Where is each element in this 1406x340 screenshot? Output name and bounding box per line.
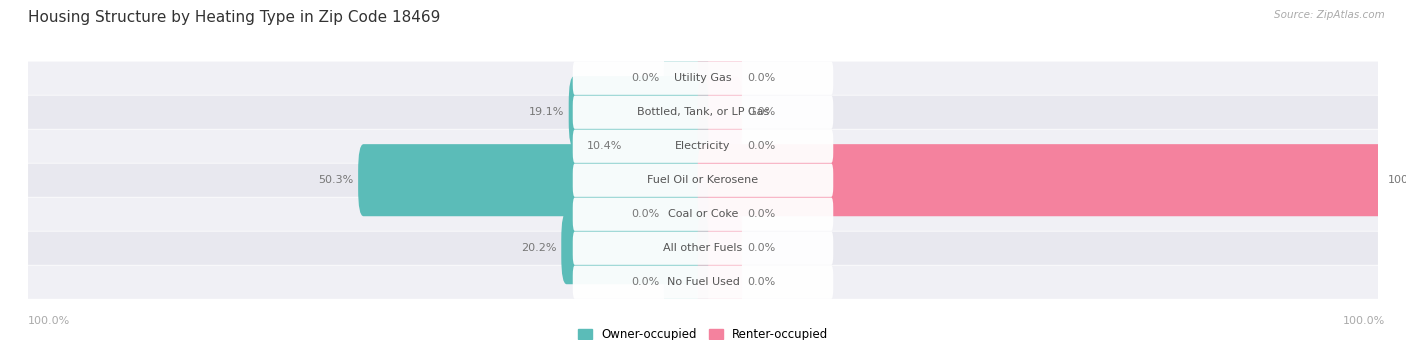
FancyBboxPatch shape (572, 96, 834, 129)
FancyBboxPatch shape (359, 144, 709, 216)
FancyBboxPatch shape (572, 232, 834, 265)
FancyBboxPatch shape (697, 212, 742, 284)
Text: Source: ZipAtlas.com: Source: ZipAtlas.com (1274, 10, 1385, 20)
Text: 0.0%: 0.0% (747, 277, 775, 287)
Text: 0.0%: 0.0% (747, 141, 775, 151)
Text: 0.0%: 0.0% (747, 243, 775, 253)
Text: Housing Structure by Heating Type in Zip Code 18469: Housing Structure by Heating Type in Zip… (28, 10, 440, 25)
FancyBboxPatch shape (28, 130, 1378, 163)
Text: No Fuel Used: No Fuel Used (666, 277, 740, 287)
FancyBboxPatch shape (568, 76, 709, 148)
Text: All other Fuels: All other Fuels (664, 243, 742, 253)
Text: Utility Gas: Utility Gas (675, 73, 731, 83)
FancyBboxPatch shape (664, 246, 709, 318)
FancyBboxPatch shape (572, 130, 834, 163)
FancyBboxPatch shape (28, 62, 1378, 95)
Text: Bottled, Tank, or LP Gas: Bottled, Tank, or LP Gas (637, 107, 769, 117)
FancyBboxPatch shape (28, 266, 1378, 299)
Text: 20.2%: 20.2% (522, 243, 557, 253)
Text: 0.0%: 0.0% (747, 209, 775, 219)
FancyBboxPatch shape (697, 42, 742, 114)
FancyBboxPatch shape (572, 266, 834, 299)
FancyBboxPatch shape (572, 198, 834, 231)
Text: 100.0%: 100.0% (1388, 175, 1406, 185)
Text: 10.4%: 10.4% (588, 141, 623, 151)
FancyBboxPatch shape (28, 198, 1378, 231)
FancyBboxPatch shape (28, 96, 1378, 129)
Text: 0.0%: 0.0% (747, 107, 775, 117)
FancyBboxPatch shape (697, 144, 1384, 216)
Text: 50.3%: 50.3% (318, 175, 353, 185)
Text: 0.0%: 0.0% (631, 73, 659, 83)
FancyBboxPatch shape (697, 246, 742, 318)
FancyBboxPatch shape (28, 232, 1378, 265)
Legend: Owner-occupied, Renter-occupied: Owner-occupied, Renter-occupied (572, 323, 834, 340)
FancyBboxPatch shape (664, 42, 709, 114)
Text: Fuel Oil or Kerosene: Fuel Oil or Kerosene (647, 175, 759, 185)
Text: 100.0%: 100.0% (28, 317, 70, 326)
FancyBboxPatch shape (697, 110, 742, 182)
Text: 19.1%: 19.1% (529, 107, 564, 117)
Text: 0.0%: 0.0% (631, 277, 659, 287)
FancyBboxPatch shape (561, 212, 709, 284)
Text: Electricity: Electricity (675, 141, 731, 151)
FancyBboxPatch shape (697, 178, 742, 250)
Text: 0.0%: 0.0% (747, 73, 775, 83)
FancyBboxPatch shape (28, 164, 1378, 197)
FancyBboxPatch shape (664, 178, 709, 250)
FancyBboxPatch shape (572, 62, 834, 95)
Text: 0.0%: 0.0% (631, 209, 659, 219)
Text: 100.0%: 100.0% (1343, 317, 1385, 326)
FancyBboxPatch shape (572, 164, 834, 197)
FancyBboxPatch shape (697, 76, 742, 148)
Text: Coal or Coke: Coal or Coke (668, 209, 738, 219)
FancyBboxPatch shape (627, 110, 709, 182)
